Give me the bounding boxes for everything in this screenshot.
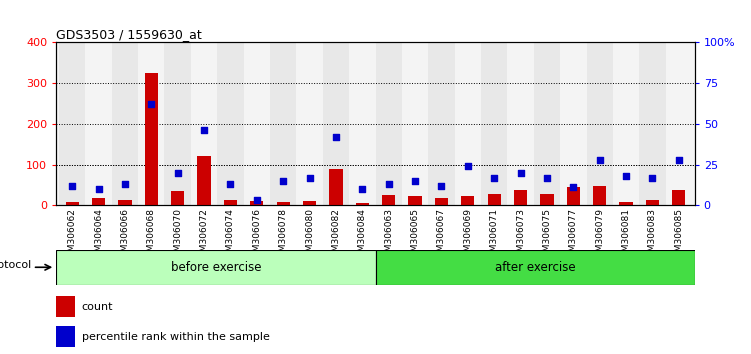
Bar bbox=[567, 187, 580, 205]
Bar bbox=[92, 198, 105, 205]
Bar bbox=[56, 250, 376, 285]
Bar bbox=[620, 202, 632, 205]
Point bbox=[225, 181, 237, 187]
Point bbox=[462, 164, 474, 169]
Bar bbox=[330, 169, 342, 205]
Bar bbox=[487, 194, 501, 205]
Bar bbox=[541, 194, 553, 205]
Text: GDS3503 / 1559630_at: GDS3503 / 1559630_at bbox=[56, 28, 202, 41]
Bar bbox=[428, 42, 454, 205]
Point bbox=[436, 183, 448, 189]
Bar bbox=[217, 42, 243, 205]
Bar bbox=[191, 42, 217, 205]
Point bbox=[541, 175, 553, 181]
Bar bbox=[270, 42, 297, 205]
Bar bbox=[560, 42, 587, 205]
Bar bbox=[164, 42, 191, 205]
Bar bbox=[349, 42, 376, 205]
Bar bbox=[171, 191, 184, 205]
Text: percentile rank within the sample: percentile rank within the sample bbox=[82, 332, 270, 342]
Bar bbox=[587, 42, 613, 205]
Bar bbox=[639, 42, 665, 205]
Bar bbox=[138, 42, 164, 205]
Bar bbox=[119, 200, 131, 205]
Point bbox=[198, 127, 210, 133]
Bar bbox=[86, 42, 112, 205]
Bar bbox=[56, 296, 75, 317]
Text: before exercise: before exercise bbox=[170, 261, 261, 274]
Bar bbox=[665, 42, 692, 205]
Bar bbox=[382, 195, 395, 205]
Bar bbox=[376, 250, 695, 285]
Point bbox=[514, 170, 526, 176]
Bar bbox=[356, 203, 369, 205]
Bar bbox=[508, 42, 534, 205]
Bar bbox=[243, 42, 270, 205]
Bar bbox=[145, 73, 158, 205]
Bar bbox=[454, 42, 481, 205]
Bar bbox=[613, 42, 639, 205]
Point bbox=[594, 157, 606, 162]
Bar bbox=[198, 156, 210, 205]
Point bbox=[673, 157, 685, 162]
Text: after exercise: after exercise bbox=[495, 261, 575, 274]
Bar bbox=[409, 196, 421, 205]
Bar bbox=[224, 200, 237, 205]
Bar bbox=[646, 200, 659, 205]
Bar bbox=[59, 42, 86, 205]
Point bbox=[251, 198, 263, 203]
Bar bbox=[435, 198, 448, 205]
Bar bbox=[402, 42, 428, 205]
Bar bbox=[593, 186, 606, 205]
Text: protocol: protocol bbox=[0, 261, 31, 270]
Point bbox=[119, 181, 131, 187]
Point bbox=[172, 170, 184, 176]
Point bbox=[92, 186, 104, 192]
Bar bbox=[534, 42, 560, 205]
Point bbox=[330, 134, 342, 140]
Bar bbox=[672, 190, 686, 205]
Bar bbox=[276, 202, 290, 205]
Point bbox=[66, 183, 78, 189]
Point bbox=[409, 178, 421, 184]
Bar bbox=[303, 201, 316, 205]
Point bbox=[383, 181, 395, 187]
Bar bbox=[481, 42, 508, 205]
Point bbox=[145, 102, 157, 107]
Point bbox=[620, 173, 632, 179]
Bar bbox=[56, 326, 75, 348]
Text: count: count bbox=[82, 302, 113, 312]
Bar bbox=[250, 201, 264, 205]
Bar bbox=[514, 190, 527, 205]
Point bbox=[277, 178, 289, 184]
Bar bbox=[297, 42, 323, 205]
Point bbox=[647, 175, 659, 181]
Point bbox=[356, 186, 368, 192]
Bar bbox=[323, 42, 349, 205]
Bar bbox=[65, 202, 79, 205]
Point bbox=[488, 175, 500, 181]
Bar bbox=[461, 196, 475, 205]
Bar bbox=[376, 42, 402, 205]
Point bbox=[303, 175, 315, 181]
Bar bbox=[112, 42, 138, 205]
Point bbox=[567, 184, 579, 190]
